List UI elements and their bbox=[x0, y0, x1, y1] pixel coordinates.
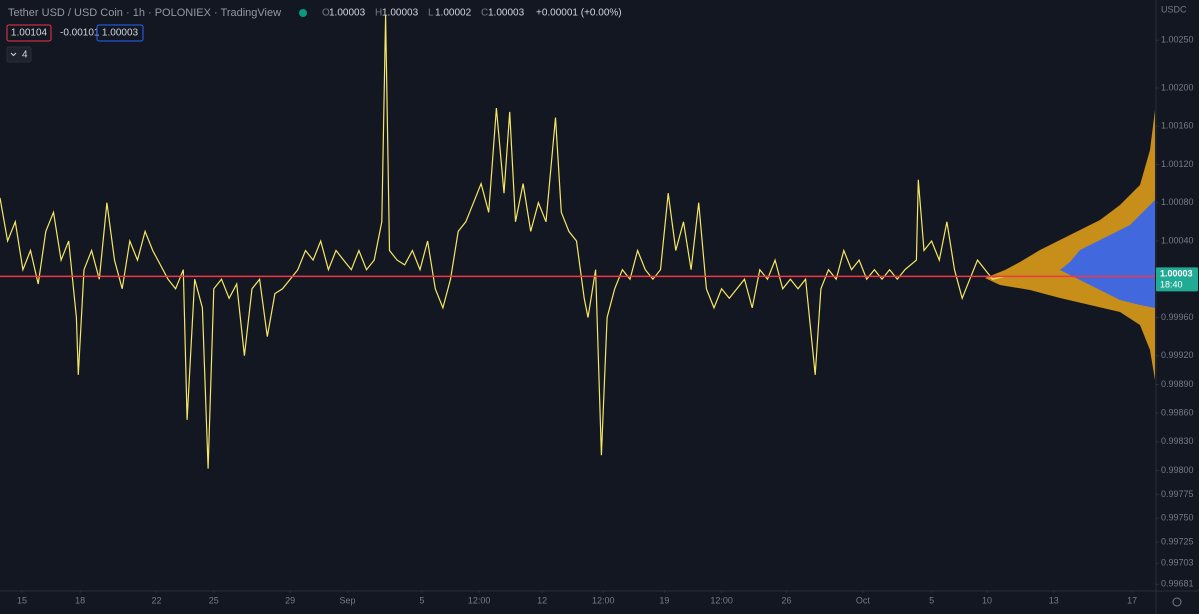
volume-profile-value-area bbox=[1060, 200, 1155, 308]
indicator-count: 4 bbox=[22, 50, 28, 61]
x-tick-label: 29 bbox=[285, 595, 295, 605]
y-tick-label: 1.00120 bbox=[1161, 159, 1194, 169]
y-tick-label: 0.99725 bbox=[1161, 537, 1194, 547]
y-tick-label: 1.00160 bbox=[1161, 121, 1194, 131]
volume-profile bbox=[985, 110, 1155, 380]
settings-icon[interactable] bbox=[1172, 597, 1182, 607]
x-tick-label: 10 bbox=[982, 595, 992, 605]
x-tick-label: Oct bbox=[856, 595, 871, 605]
y-tick-label: 0.99681 bbox=[1161, 579, 1194, 589]
ohlc-change: +0.00001 (+0.00%) bbox=[536, 8, 622, 19]
ohlc-value: 1.00003 bbox=[488, 8, 525, 19]
badge-box bbox=[96, 24, 144, 42]
y-tick-label: 1.00250 bbox=[1161, 35, 1194, 45]
y-tick-label: 0.99750 bbox=[1161, 513, 1194, 523]
y-tick-label: 0.99860 bbox=[1161, 407, 1194, 417]
y-tick-label: 0.99775 bbox=[1161, 489, 1194, 499]
x-tick-label: 12 bbox=[537, 595, 547, 605]
y-tick-label: 0.99890 bbox=[1161, 379, 1194, 389]
x-tick-label: Sep bbox=[339, 595, 355, 605]
indicators-toggle[interactable] bbox=[6, 46, 32, 63]
x-tick-label: 5 bbox=[419, 595, 424, 605]
y-tick-label: 0.99703 bbox=[1161, 558, 1194, 568]
ohlc-value: 1.00003 bbox=[329, 8, 366, 19]
price-line-series bbox=[0, 15, 1005, 469]
y-tick-label: 0.99800 bbox=[1161, 465, 1194, 475]
badge-box bbox=[6, 24, 52, 42]
ohlc-label: L bbox=[428, 8, 434, 19]
x-tick-label: 12:00 bbox=[710, 595, 733, 605]
countdown-label: 18:40 bbox=[1160, 280, 1183, 290]
y-tick-label: 0.99830 bbox=[1161, 436, 1194, 446]
ohlc-value: 1.00002 bbox=[435, 8, 472, 19]
chevron-icon bbox=[10, 52, 17, 57]
symbol-title[interactable]: Tether USD / USD Coin · 1h · POLONIEX · … bbox=[8, 7, 281, 19]
x-tick-label: 26 bbox=[782, 595, 792, 605]
last-price-box bbox=[1156, 267, 1198, 292]
last-price-label: 1.00003 bbox=[1160, 269, 1193, 279]
ohlc-value: 1.00003 bbox=[382, 8, 419, 19]
y-tick-label: 0.99920 bbox=[1161, 350, 1194, 360]
badge: -0.00101 bbox=[60, 28, 100, 39]
currency-label: USDC bbox=[1161, 4, 1187, 14]
ohlc-label: O bbox=[322, 8, 330, 19]
x-tick-label: 22 bbox=[152, 595, 162, 605]
x-tick-label: 19 bbox=[659, 595, 669, 605]
badge: 1.00003 bbox=[102, 28, 139, 39]
x-tick-label: 18 bbox=[75, 595, 85, 605]
y-tick-label: 0.99960 bbox=[1161, 312, 1194, 322]
y-tick-label: 1.00040 bbox=[1161, 235, 1194, 245]
market-status bbox=[299, 9, 307, 17]
x-tick-label: 12:00 bbox=[468, 595, 491, 605]
y-tick-label: 1.00200 bbox=[1161, 82, 1194, 92]
ohlc-label: H bbox=[375, 8, 382, 19]
x-tick-label: 13 bbox=[1049, 595, 1059, 605]
x-tick-label: 12:00 bbox=[592, 595, 615, 605]
badge: 1.00104 bbox=[11, 28, 48, 39]
y-tick-label: 1.00080 bbox=[1161, 197, 1194, 207]
x-tick-label: 15 bbox=[17, 595, 27, 605]
ohlc-label: C bbox=[481, 8, 488, 19]
x-tick-label: 5 bbox=[929, 595, 934, 605]
x-tick-label: 17 bbox=[1127, 595, 1137, 605]
x-tick-label: 25 bbox=[209, 595, 219, 605]
